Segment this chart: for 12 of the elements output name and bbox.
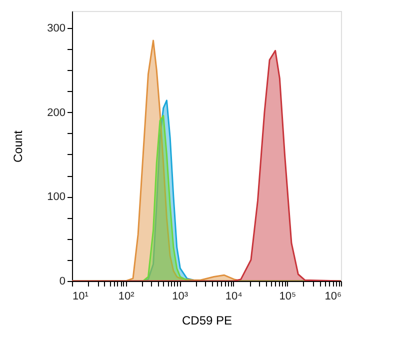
x-tick-label: 10⁶ (324, 290, 342, 302)
y-tick-label: 100 (47, 191, 66, 204)
x-tick-label: 10² (118, 290, 135, 302)
x-axis-title: CD59 PE (182, 314, 232, 328)
x-tick-label: 10³ (172, 290, 188, 302)
y-tick-label: 0 (59, 276, 66, 288)
x-tick-label: 10¹ (72, 290, 89, 302)
y-tick-label: 200 (47, 106, 66, 119)
y-tick-label: 300 (47, 22, 66, 34)
x-tick-label: 10⁴ (225, 290, 243, 302)
x-tick-label: 10⁵ (279, 290, 296, 302)
y-axis-title: Count (11, 130, 26, 163)
